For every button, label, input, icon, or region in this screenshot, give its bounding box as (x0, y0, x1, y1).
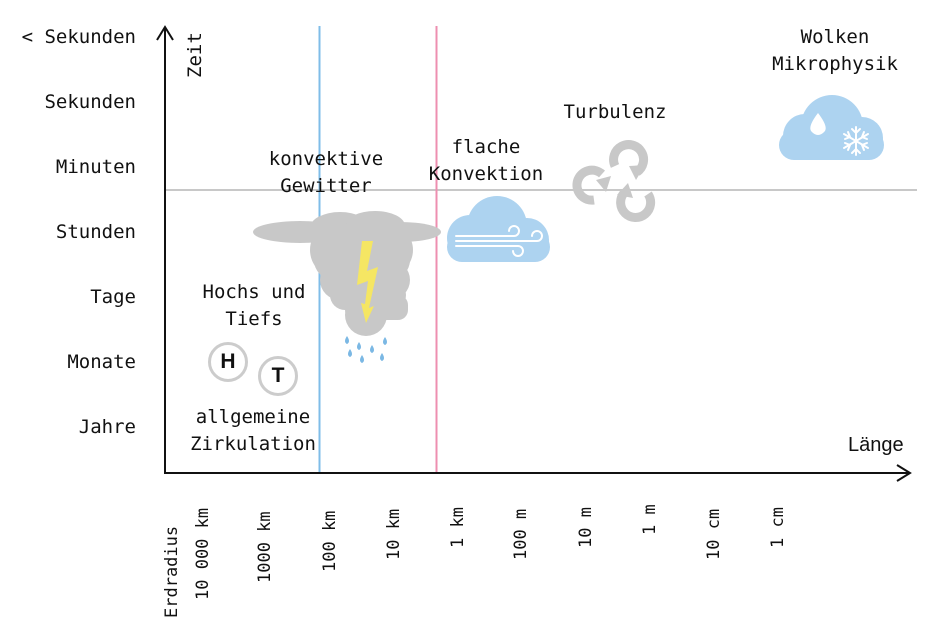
y-tick-label: Tage (90, 286, 136, 308)
high-pressure-icon: H (208, 342, 248, 382)
x-axis-title: Länge (848, 434, 904, 456)
label-line: Turbulenz (563, 101, 667, 123)
snowflake-icon (843, 126, 869, 156)
y-axis-title: Zeit (184, 32, 206, 78)
label-line: Zirkulation (190, 433, 316, 455)
arrow-right-icon (896, 464, 912, 482)
x-tick-label: 10 cm (704, 508, 724, 560)
y-tick-label: Jahre (78, 416, 136, 438)
x-tick-label: 1000 km (255, 511, 275, 583)
microphysics-cloud-icon (779, 95, 884, 160)
label-allgemeine-zirkulation: allgemeine Zirkulation (180, 404, 326, 458)
label-wolken-mikrophysik: Wolken Mikrophysik (762, 24, 908, 78)
y-tick-label: < Sekunden (21, 26, 136, 48)
wind-cloud-icon (447, 196, 550, 262)
label-line: Hochs und (202, 281, 306, 303)
label-line: Gewitter (280, 175, 372, 197)
x-tick-label: 1 cm (768, 507, 788, 548)
x-axis (164, 464, 912, 482)
y-axis (156, 25, 174, 474)
label-line: Wolken (800, 26, 870, 48)
arrow-up-icon (156, 25, 174, 41)
label-line: konvektive (268, 148, 384, 170)
label-line: Konvektion (428, 163, 544, 185)
x-tick-label: 1 km (448, 507, 468, 548)
label-line: Mikrophysik (772, 53, 898, 75)
x-tick-label: 10 km (384, 508, 404, 560)
x-tick-label: 1 m (640, 504, 660, 535)
x-tick-label: 10 m (576, 507, 596, 548)
label-line: allgemeine (195, 406, 311, 428)
label-hochs-tiefs: Hochs und Tiefs (190, 279, 318, 333)
lightning-icon (357, 241, 378, 323)
y-tick-label: Minuten (55, 156, 136, 178)
rain-drops-icon (345, 336, 387, 363)
x-tick-label: 100 m (511, 508, 531, 560)
label-turbulenz: Turbulenz (555, 99, 675, 126)
y-tick-label: Sekunden (44, 91, 136, 113)
thunderstorm-cloud-icon (253, 211, 441, 336)
label-konvektive-gewitter: konvektive Gewitter (254, 146, 398, 200)
x-tick-label: 10 000 km (193, 507, 213, 600)
low-pressure-icon: T (258, 356, 298, 396)
x-tick-label: Erdradius (162, 525, 182, 618)
label-line: Tiefs (225, 308, 283, 330)
water-drop-icon (810, 113, 826, 135)
label-flache-konvektion: flache Konvektion (420, 134, 552, 188)
y-tick-label: Monate (67, 351, 136, 373)
turbulence-icon (572, 140, 656, 222)
y-tick-label: Stunden (55, 221, 136, 243)
x-tick-label: 100 km (320, 510, 340, 572)
label-line: flache (451, 136, 521, 158)
